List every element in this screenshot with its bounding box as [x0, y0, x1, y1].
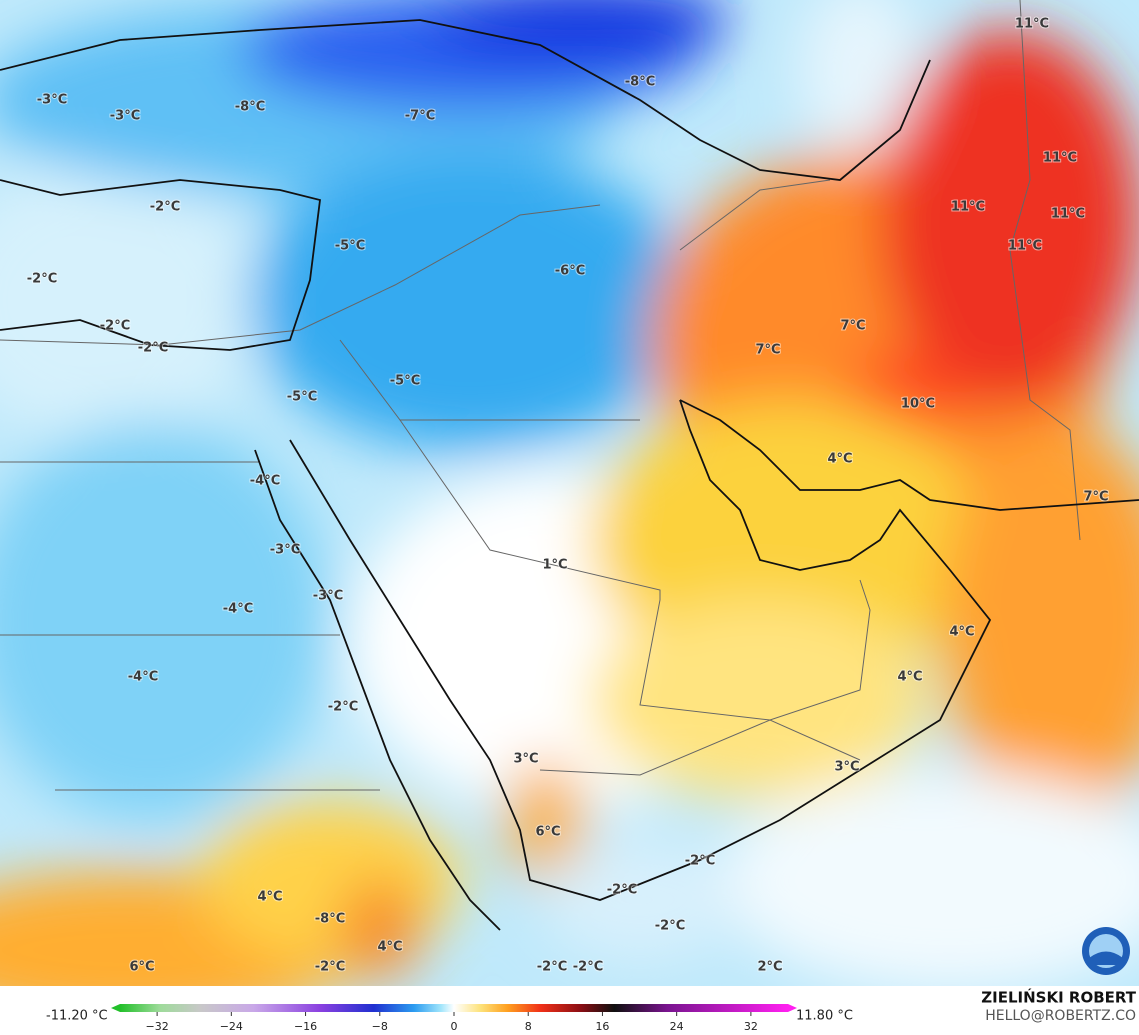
colorbar-tick-label: −32 [146, 1020, 169, 1033]
temperature-label: 11°C [951, 200, 985, 215]
colorbar-tick-label: −8 [372, 1020, 388, 1033]
author: ZIELIŃSKI ROBERT [981, 988, 1136, 1007]
temperature-label: -2°C [573, 960, 603, 975]
colorbar-tick-label: 0 [451, 1020, 458, 1033]
temperature-label: 4°C [949, 625, 974, 640]
colorbar-tick-label: 24 [670, 1020, 684, 1033]
temperature-label: -5°C [287, 390, 317, 405]
temperature-label: -2°C [150, 200, 180, 215]
colorbar-arrow-high [788, 1004, 797, 1012]
temperature-label: 3°C [834, 760, 859, 775]
borders [0, 0, 1081, 791]
coastlines [0, 19, 1139, 931]
temperature-label: -4°C [128, 670, 158, 685]
temperature-label: -4°C [223, 602, 253, 617]
temperature-label: -4°C [250, 474, 280, 489]
contact: HELLO@ROBERTZ.CO [985, 1008, 1136, 1024]
temperature-label: -8°C [315, 912, 345, 927]
temperature-label: 1°C [542, 558, 567, 573]
temperature-label: 4°C [377, 940, 402, 955]
colorbar-arrow-low [111, 1004, 120, 1012]
temperature-label: 4°C [897, 670, 922, 685]
temperature-label: 6°C [129, 960, 154, 975]
map-labels: 11°C -3°C -8°C -3°C -7°C -8°C 11°C -2°C 11°C 11°C… [26, 16, 1110, 976]
temperature-label: -5°C [390, 374, 420, 389]
colorbar-gradient [120, 1004, 788, 1012]
temperature-label: -3°C [270, 543, 300, 558]
temperature-label: 7°C [1083, 490, 1108, 505]
temperature-label: -2°C [655, 919, 685, 934]
colorbar-max: 11.80 °C [796, 1009, 853, 1024]
noaa-logo [1082, 927, 1130, 975]
temperature-label: 3°C [513, 752, 538, 767]
temperature-label: -7°C [405, 109, 435, 124]
temperature-label: -2°C [315, 960, 345, 975]
colorbar-tick-label: 16 [595, 1020, 609, 1033]
temperature-label: 11°C [1008, 239, 1042, 254]
temperature-label: -3°C [110, 109, 140, 124]
temperature-label: 4°C [257, 890, 282, 905]
temperature-label: 7°C [755, 343, 780, 358]
temperature-label: -2°C [100, 319, 130, 334]
colorbar: −32 −24 −16 −8 0 8 16 24 32 [111, 1004, 797, 1033]
temperature-label: -8°C [235, 100, 265, 115]
temperature-label: -8°C [625, 75, 655, 90]
temperature-label: -2°C [328, 700, 358, 715]
temperature-label: -3°C [313, 589, 343, 604]
temperature-label: -5°C [335, 239, 365, 254]
temperature-label: -6°C [555, 264, 585, 279]
temperature-label: -2°C [27, 272, 57, 287]
temperature-label: 7°C [840, 319, 865, 334]
temperature-label: -2°C [537, 960, 567, 975]
temperature-label: 6°C [535, 825, 560, 840]
colorbar-tick-label: −16 [294, 1020, 317, 1033]
temperature-label: -2°C [607, 883, 637, 898]
temperature-label: 11°C [1015, 17, 1049, 32]
temperature-label: -3°C [37, 93, 67, 108]
temperature-label: 10°C [901, 397, 935, 412]
temperature-label: 2°C [757, 960, 782, 975]
colorbar-tick-label: 8 [525, 1020, 532, 1033]
temperature-label: 4°C [827, 452, 852, 467]
colorbar-min: -11.20 °C [46, 1009, 108, 1024]
temperature-label: 11°C [1043, 151, 1077, 166]
colorbar-tick-label: −24 [220, 1020, 243, 1033]
temperature-label: -2°C [138, 341, 168, 356]
temperature-label: 11°C [1051, 207, 1085, 222]
colorbar-tick-label: 32 [744, 1020, 758, 1033]
temperature-label: -2°C [685, 854, 715, 869]
